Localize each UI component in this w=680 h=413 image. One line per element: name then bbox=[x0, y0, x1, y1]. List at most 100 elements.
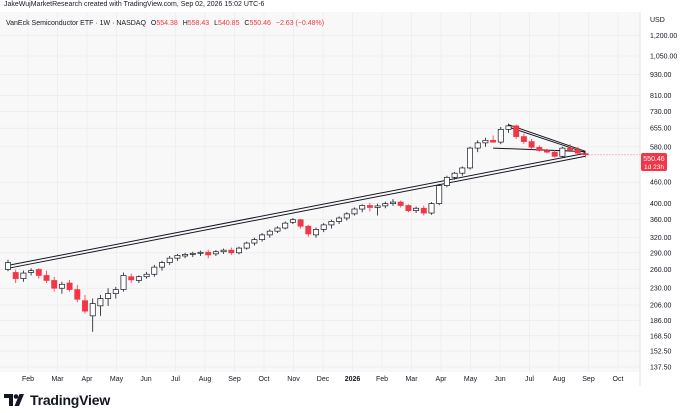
tradingview-logo-icon bbox=[4, 394, 24, 406]
candle bbox=[189, 251, 196, 258]
candle-body bbox=[313, 229, 319, 236]
candle-body bbox=[82, 300, 88, 312]
candle-body bbox=[574, 149, 581, 154]
price-axis-background bbox=[640, 12, 680, 386]
y-tick-label: 580.00 bbox=[650, 144, 672, 151]
candle-body bbox=[428, 203, 435, 214]
candle bbox=[159, 260, 165, 271]
candle bbox=[120, 272, 127, 292]
candle bbox=[390, 199, 396, 206]
candle bbox=[112, 286, 119, 299]
candle-body bbox=[166, 257, 173, 263]
candle bbox=[143, 271, 150, 279]
candle-body bbox=[297, 219, 304, 227]
price-axis[interactable]: 1,200.00 1,050.00 930.00 810.00 730.00 655.00… bbox=[0, 33, 677, 371]
top-bar: JakeWujMarketResearch created with Tradi… bbox=[0, 0, 680, 12]
x-tick-label: Aug bbox=[553, 376, 566, 383]
high-value: 558.43 bbox=[187, 20, 210, 27]
candle-body bbox=[413, 207, 420, 211]
candle-body bbox=[436, 185, 443, 204]
y-tick-label: 400.00 bbox=[650, 201, 672, 208]
candle bbox=[582, 152, 589, 158]
chart-area[interactable]: USD 1,200.00 1,050.00 930.00 810.00 730.00 65… bbox=[0, 12, 680, 386]
y-tick-label: 260.00 bbox=[650, 267, 672, 274]
tradingview-logo-text: TradingView bbox=[30, 392, 111, 408]
candle-body bbox=[66, 282, 73, 290]
candle bbox=[467, 146, 473, 170]
y-tick-label: 152.50 bbox=[650, 349, 672, 356]
candle bbox=[374, 203, 381, 216]
candle-body bbox=[443, 176, 450, 186]
trendline bbox=[508, 124, 586, 152]
candle-body bbox=[359, 205, 366, 210]
candle-body bbox=[251, 239, 258, 244]
candle bbox=[97, 295, 104, 316]
candle bbox=[297, 218, 304, 229]
y-tick-label: 137.50 bbox=[650, 364, 672, 371]
price-chart[interactable]: USD 1,200.00 1,050.00 930.00 810.00 730.00 65… bbox=[0, 12, 680, 386]
candle-body bbox=[343, 213, 350, 219]
symbol-legend[interactable]: VanEck Semiconductor ETF · 1W · NASDAQ O… bbox=[6, 20, 324, 27]
candle bbox=[528, 139, 535, 150]
currency-label: USD bbox=[650, 17, 665, 24]
candle bbox=[505, 123, 512, 133]
candle bbox=[436, 183, 443, 206]
candle bbox=[559, 146, 566, 158]
x-tick-label: 2026 bbox=[345, 376, 361, 383]
candle bbox=[243, 241, 250, 250]
candle bbox=[128, 273, 135, 284]
candle-body bbox=[174, 255, 181, 259]
candle bbox=[58, 281, 65, 294]
candle bbox=[320, 223, 327, 233]
candlestick-series bbox=[5, 123, 589, 332]
x-tick-label: Sep bbox=[228, 376, 241, 383]
tradingview-logo[interactable]: TradingView bbox=[4, 391, 110, 409]
y-tick-label: 730.00 bbox=[650, 109, 672, 116]
y-tick-label: 168.50 bbox=[650, 333, 672, 340]
x-tick-label: Mar bbox=[51, 376, 64, 383]
candle bbox=[482, 137, 489, 147]
candle-body bbox=[182, 254, 189, 257]
candle-body bbox=[112, 289, 119, 294]
candle-body bbox=[43, 275, 50, 281]
candle-body bbox=[551, 151, 558, 157]
trendline bbox=[7, 152, 586, 266]
x-tick-label: Sep bbox=[582, 376, 595, 383]
candle-body bbox=[490, 139, 497, 143]
time-axis[interactable]: Feb Mar Apr May Jun Jul Aug Sep Oct Nov Dec 2026 Feb… bbox=[22, 12, 624, 383]
x-tick-label: Jul bbox=[525, 376, 534, 383]
candle-body bbox=[482, 139, 489, 144]
footer-bar bbox=[0, 386, 680, 413]
candle-body bbox=[58, 283, 65, 289]
candle-body bbox=[197, 251, 204, 254]
candle-body bbox=[382, 203, 389, 207]
candle bbox=[259, 233, 266, 242]
candle-body bbox=[305, 225, 312, 235]
candle bbox=[474, 140, 481, 153]
time-axis-background bbox=[0, 372, 640, 386]
y-tick-label: 186.00 bbox=[650, 318, 672, 325]
candle-body bbox=[236, 247, 242, 254]
y-tick-label: 460.00 bbox=[650, 180, 672, 187]
candle-body bbox=[459, 167, 466, 174]
candle-body bbox=[220, 249, 227, 253]
candle-body bbox=[282, 222, 289, 229]
candle bbox=[105, 288, 112, 306]
candle-body bbox=[513, 125, 520, 137]
candle-body bbox=[51, 280, 58, 289]
candle bbox=[336, 216, 343, 225]
symbol-name: VanEck Semiconductor ETF · 1W · NASDAQ bbox=[6, 20, 146, 27]
x-tick-label: Mar bbox=[405, 376, 418, 383]
candle bbox=[151, 264, 158, 277]
candle-body bbox=[390, 201, 396, 204]
candle-body bbox=[559, 147, 566, 157]
trendline bbox=[7, 155, 586, 269]
candle-body bbox=[274, 227, 281, 232]
candle-body bbox=[497, 128, 504, 143]
candle bbox=[251, 237, 258, 246]
candle-body bbox=[405, 205, 412, 211]
candle bbox=[174, 253, 181, 261]
candle bbox=[212, 250, 219, 256]
candle bbox=[282, 221, 289, 230]
price-tag-value: 550.46 bbox=[643, 156, 665, 163]
